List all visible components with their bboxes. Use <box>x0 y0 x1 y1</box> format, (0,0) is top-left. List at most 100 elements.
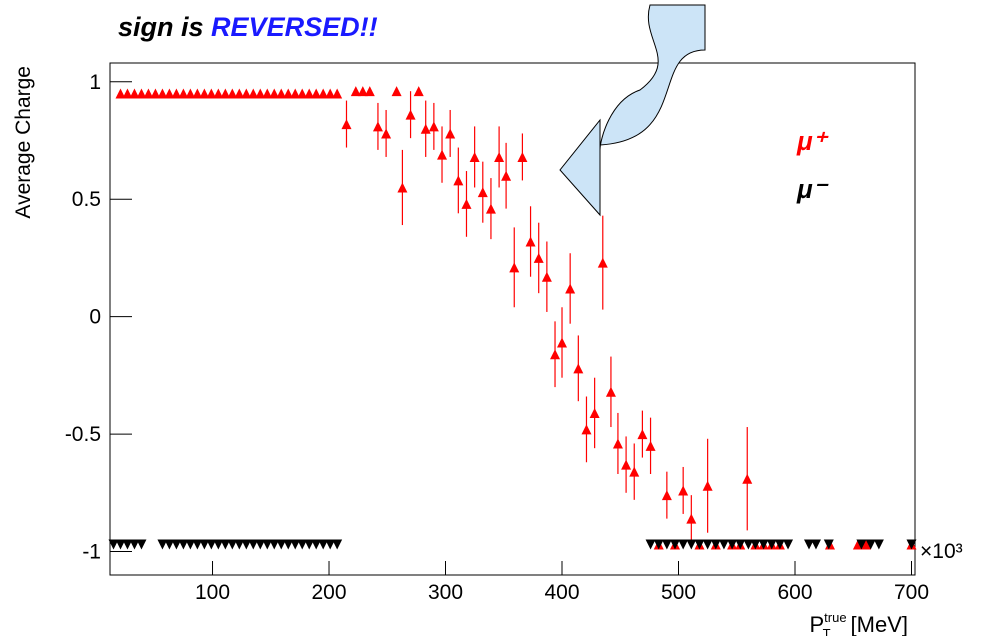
data-point <box>485 203 496 214</box>
data-point <box>290 539 301 550</box>
data-point <box>906 539 917 550</box>
data-point <box>199 539 210 550</box>
plot-frame <box>109 62 916 576</box>
data-point <box>372 121 383 132</box>
data-point <box>364 86 375 97</box>
data-point <box>645 539 656 550</box>
data-point <box>803 539 814 550</box>
data-point <box>702 539 713 550</box>
data-point <box>661 490 672 501</box>
data-point <box>469 151 480 162</box>
data-point <box>304 88 315 99</box>
data-point <box>276 88 287 99</box>
y-tick-label: -0.5 <box>65 423 101 446</box>
data-point <box>653 539 664 550</box>
data-point <box>735 539 746 550</box>
data-point <box>171 88 182 99</box>
data-point <box>621 459 632 470</box>
data-point <box>311 88 322 99</box>
data-point <box>108 539 119 550</box>
data-point <box>199 88 210 99</box>
data-point <box>420 123 431 134</box>
data-point <box>143 88 154 99</box>
data-point <box>509 262 520 273</box>
y-tick-label: 0 <box>89 306 101 329</box>
y-tick-label: 0.5 <box>72 188 101 211</box>
data-point <box>742 473 753 484</box>
x-tick-label: 700 <box>894 581 929 604</box>
data-point <box>501 170 512 181</box>
data-point <box>565 283 576 294</box>
data-point <box>541 271 552 282</box>
data-point <box>129 539 140 550</box>
data-point <box>629 466 640 477</box>
data-point <box>262 88 273 99</box>
data-point <box>241 539 252 550</box>
data-point <box>743 539 754 550</box>
title-part: sign is <box>118 12 204 42</box>
data-point <box>637 429 648 440</box>
data-point <box>428 121 439 132</box>
data-point <box>248 539 259 550</box>
data-point <box>357 86 368 97</box>
data-point <box>185 539 196 550</box>
data-point <box>157 88 168 99</box>
data-point <box>766 539 777 550</box>
data-point <box>861 539 872 550</box>
data-point <box>856 539 867 550</box>
x-label-part: T <box>823 626 831 636</box>
data-point <box>437 149 448 160</box>
data-point <box>304 539 315 550</box>
data-point <box>192 88 203 99</box>
data-point <box>311 539 322 550</box>
data-point <box>694 539 705 550</box>
data-point <box>823 539 834 550</box>
data-point <box>318 88 329 99</box>
data-point <box>185 88 196 99</box>
x-tick-label: 600 <box>777 581 812 604</box>
data-point <box>290 88 301 99</box>
data-point <box>727 539 738 550</box>
data-point <box>276 539 287 550</box>
legend-label: μ⁻ <box>796 174 829 204</box>
data-point <box>686 513 697 524</box>
data-point <box>269 539 280 550</box>
y-axis-label: Average Charge <box>12 66 35 219</box>
data-point <box>865 539 876 550</box>
data-point <box>605 386 616 397</box>
data-point <box>494 151 505 162</box>
data-point <box>581 424 592 435</box>
data-point <box>525 236 536 247</box>
data-point <box>283 88 294 99</box>
data-point <box>283 539 294 550</box>
x-label-part: P <box>809 612 824 636</box>
data-point <box>645 440 656 451</box>
data-point <box>227 88 238 99</box>
x-tick-label: 200 <box>311 581 346 604</box>
data-point <box>206 88 217 99</box>
data-point <box>157 539 168 550</box>
data-point <box>115 88 126 99</box>
data-point <box>241 88 252 99</box>
arrow-annotation <box>559 4 706 217</box>
data-point <box>122 88 133 99</box>
data-point <box>517 151 528 162</box>
data-point <box>686 539 697 550</box>
data-point <box>332 88 343 99</box>
data-point <box>255 539 266 550</box>
data-point <box>234 88 245 99</box>
x-label-part: true <box>824 610 846 625</box>
chart-title: sign is REVERSED!! <box>118 12 378 42</box>
data-point <box>164 88 175 99</box>
data-point <box>213 539 224 550</box>
x-tick-label: 300 <box>428 581 463 604</box>
data-point <box>325 88 336 99</box>
data-point <box>750 539 761 550</box>
data-point <box>341 119 352 130</box>
data-point <box>234 539 245 550</box>
data-point <box>873 539 884 550</box>
data-point <box>661 539 672 550</box>
data-point <box>573 363 584 374</box>
data-point <box>297 539 308 550</box>
